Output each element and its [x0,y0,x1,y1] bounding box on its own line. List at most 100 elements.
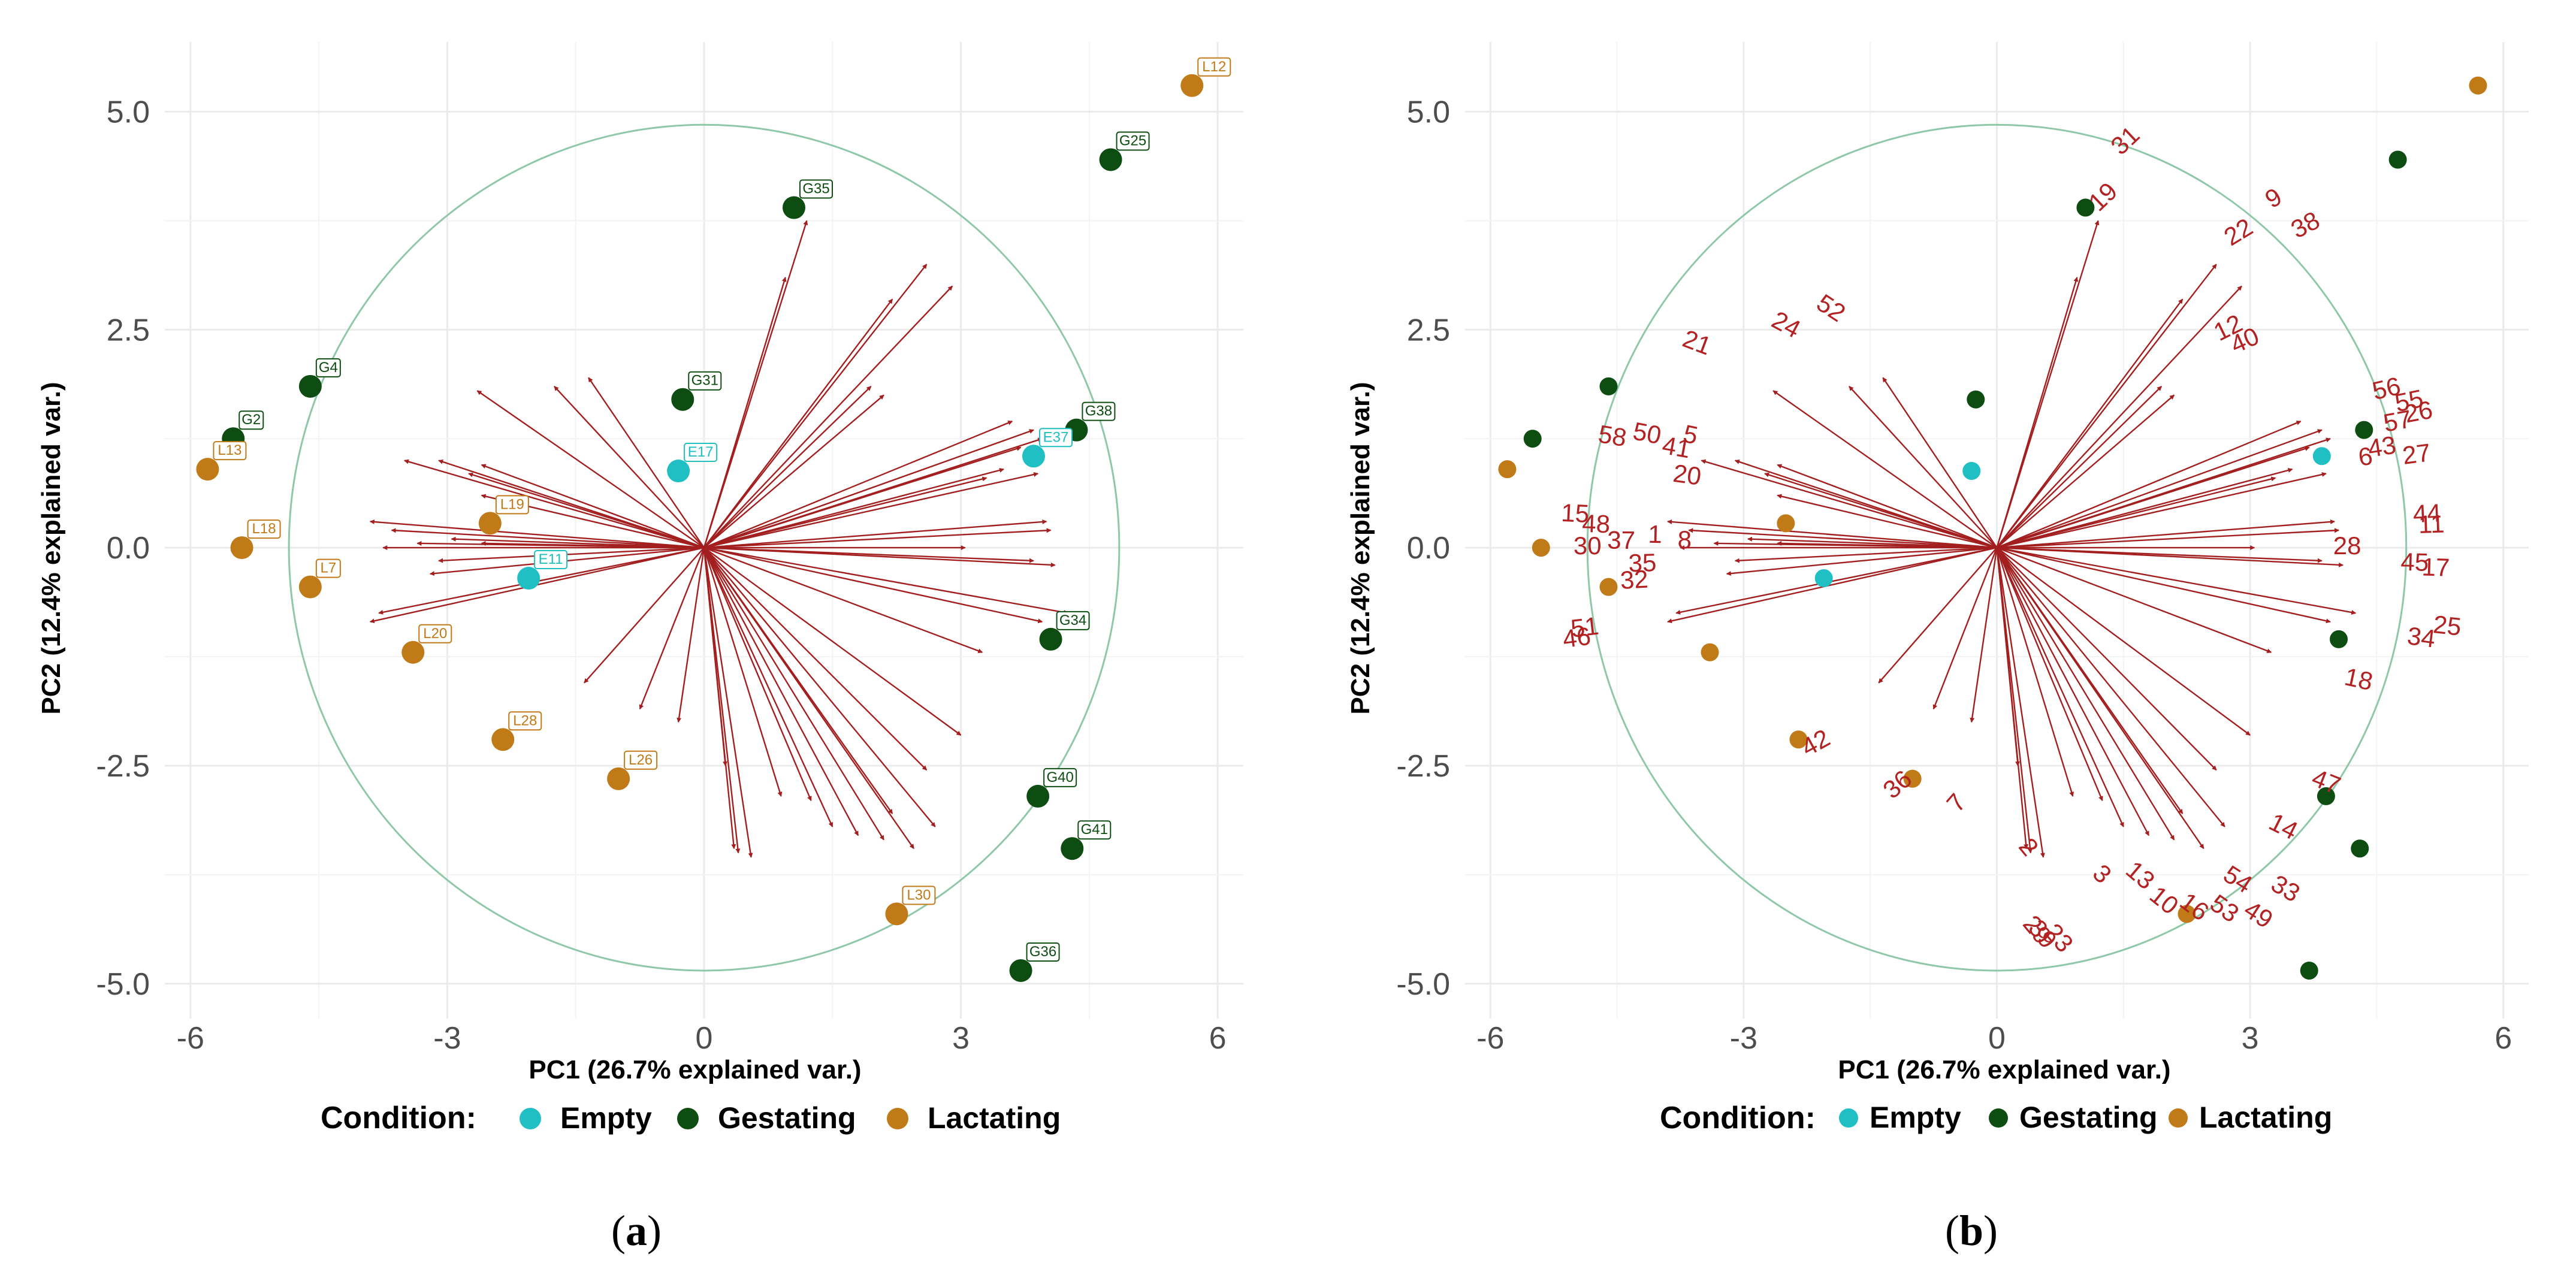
panel-b-loading-arrow-48 [1688,528,1997,549]
panel-a-point-L7 [298,575,322,599]
panel-b-loading-label-17: 17 [2421,552,2450,581]
panel-a-loading-arrows [369,220,1069,858]
panel-b-loading-label-32: 32 [1620,565,1649,595]
panel-b-loading-arrow-16 [1996,547,2150,836]
panel-b-point-L20 [1701,643,1719,661]
panel-a-loading-arrow-7 [677,547,705,723]
panel-b-y-tick-label: -2.5 [1396,749,1450,784]
panel-a-loading-arrow-27 [703,472,1039,549]
panel-b-loading-label-44: 44 [2412,498,2442,528]
panel-b-loading-label-50: 50 [1631,416,1664,449]
panel-a-point-label-box-L26 [624,750,658,770]
panel-a-loading-arrow-15 [369,519,705,549]
panel-b-x-tick-label: -6 [1476,1021,1504,1056]
panel-b-loading-arrow-51 [1675,546,1997,615]
panel-b-point-L7 [1599,578,1618,596]
panel-a-point-L30 [885,902,908,926]
panel-a-loading-arrow-3 [703,547,783,797]
panel-b-loading-label-30: 30 [1574,531,1602,560]
panel-b-loading-arrow-3 [1996,547,2074,797]
panel-b-point-G41 [2351,839,2369,858]
panel-a-point-L28 [491,728,515,751]
panel-b-legend-key-gestating [1989,1108,2008,1128]
panel-a-point-label-L19: L19 [500,496,524,512]
panel-a-legend-gestating: Gestating [718,1101,856,1135]
panel-a-legend-title: Condition: [321,1101,476,1135]
panel-a-legend: Condition: Empty Gestating Lactating [321,1101,1061,1135]
panel-b-y-tick-label: 0.0 [1407,531,1450,566]
panel-a-point-G4 [298,374,322,398]
panel-b-loading-arrow-53 [1996,547,2175,841]
panel-a-point-label-E11: E11 [539,551,563,567]
panel-a-y-axis-title: PC2 (12.4% explained var.) [37,382,66,714]
panel-b-ticks: -6 -3 0 3 6 5.0 2.5 0.0 -2.5 -5.0 [1396,95,2512,1056]
panel-b-loading-label-9: 9 [2260,182,2287,213]
panel-a-y-tick-label: 5.0 [107,95,150,129]
panel-b-loading-label-14: 14 [2265,808,2303,845]
panel-b-loading-label-27: 27 [2401,438,2432,470]
panel-a-point-label-box-G40 [1043,768,1077,787]
panel-b-loading-label-38: 38 [2287,206,2324,243]
panel-b-point-G34 [2330,630,2348,648]
panel-b-loading-arrow-43 [1997,468,2293,549]
panel-b-loading-arrow-32 [1726,546,1997,576]
panel-a-legend-key-gestating [677,1108,699,1129]
panel-b-loading-label-3: 3 [2088,859,2117,889]
panel-b-points [1498,76,2487,980]
panel-a-point-label-E17: E17 [688,444,714,460]
panel-a-circle-outline [288,123,1121,972]
panel-a-x-tick-label: -3 [433,1021,461,1056]
panel-a-x-tick-label: 6 [1209,1021,1227,1056]
panel-a-point-label-box-L30 [902,886,936,905]
panel-a-point-label-box-G25 [1116,131,1150,151]
panel-b-loading-arrow-33 [1996,547,2225,827]
panel-b-loading-label-1: 1 [1648,520,1662,548]
panel-b-y-tick-label: 2.5 [1407,313,1450,348]
panel-a-point-L18 [230,536,253,560]
panel-b-loading-arrow-42 [1878,547,1998,684]
panel-a-point-label-box-L7 [315,558,341,578]
panel-a-loading-arrow-49 [703,547,914,850]
panel-a-loading-arrow-38 [703,285,953,548]
panel-a-loading-arrow-14 [703,547,928,771]
panel-b-loading-arrow-44 [1997,519,2335,549]
panel-b-loading-arrow-11 [1997,528,2340,549]
panel-a-ticks: -6 -3 0 3 6 5.0 2.5 0.0 -2.5 -5.0 [96,95,1226,1056]
panel-a-point-label-box-L28 [508,711,542,731]
panel-a-point-label-box-G36 [1026,942,1060,962]
panel-a-loading-arrow-47 [703,547,962,736]
panel-b-loading-arrow-56 [1997,420,2302,549]
panel-b-loading-arrow-10 [1996,547,2124,827]
panel-a-point-label-G31: G31 [691,373,718,389]
panel-b-loading-label-31: 31 [2105,120,2145,160]
panel-a-legend-key-empty [520,1108,541,1129]
panel-a-point-label-L13: L13 [218,442,241,458]
panel-a-y-tick-label: 0.0 [107,531,150,566]
panel-a-point-label-G25: G25 [1119,132,1146,149]
panel-a-loading-arrow-34 [703,546,1043,624]
panel-b-loading-label-24: 24 [1767,306,1805,343]
panel-a-x-tick-label: 0 [696,1021,713,1056]
panel-a-loading-arrow-12 [703,386,872,548]
panel-a-point-label-G34: G34 [1059,612,1086,629]
panel-b-loading-arrow-57 [1997,446,2310,549]
panel-a-loading-arrow-10 [703,547,833,827]
panel-a-point-label-L28: L28 [513,712,537,729]
panel-b-loading-label-22: 22 [2219,213,2257,251]
panel-b-loading-label-57: 57 [2381,404,2414,437]
panel-b-loading-arrow-14 [1996,547,2217,771]
panel-a-loading-arrow-42 [584,547,705,684]
panel-a-point-label-box-G31 [688,371,722,391]
panel-a-point-label-G38: G38 [1085,403,1112,419]
panel-b-loading-label-52: 52 [1812,288,1851,327]
panel-b-loading-arrow-22 [1996,298,2184,548]
panel-a-point-label-L20: L20 [423,626,447,642]
panel-a-loading-arrow-56 [703,420,1013,549]
panel-b-loading-arrow-9 [1996,264,2217,548]
panel-a-correlation-circle [288,123,1121,972]
panel-a-point-label-L30: L30 [907,887,931,903]
panel-b-loading-label-7: 7 [1941,788,1971,817]
panel-a-point-label-G36: G36 [1029,944,1056,960]
